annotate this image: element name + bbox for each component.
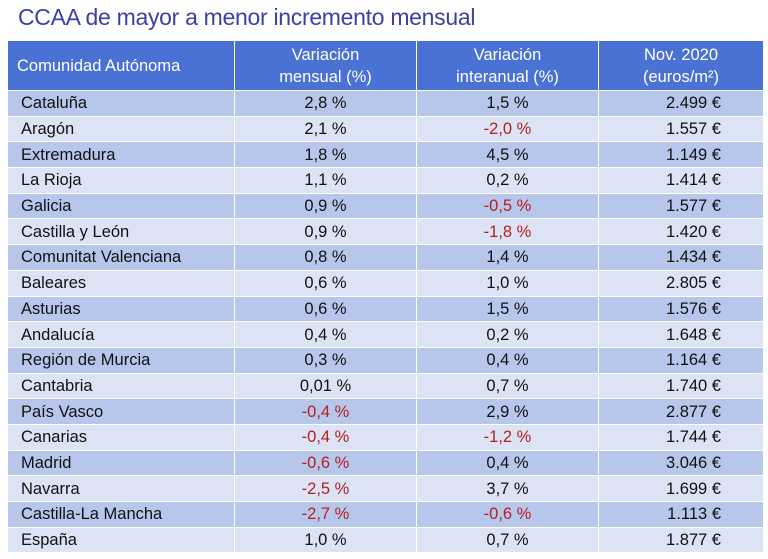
monthly-variation-cell: 0,4 % — [234, 321, 417, 348]
price-cell: 1.648 € — [598, 321, 764, 348]
table-row: Canarias -0,4 % -1,2 % 1.744 € — [7, 423, 764, 451]
annual-variation-cell: -0,5 % — [416, 192, 599, 220]
price-cell: 3.046 € — [598, 449, 764, 477]
region-cell: Comunitat Valenciana — [7, 244, 235, 271]
region-cell: Cataluña — [7, 90, 235, 117]
price-cell: 1.113 € — [598, 501, 764, 528]
annual-variation-cell: 0,2 % — [416, 167, 599, 194]
column-header-price: Nov. 2020 (euros/m²) — [598, 40, 764, 91]
column-header-annual: Variación interanual (%) — [416, 40, 599, 91]
table-row: La Rioja 1,1 % 0,2 % 1.414 € — [7, 167, 764, 194]
column-header-monthly: Variación mensual (%) — [234, 40, 417, 91]
monthly-variation-cell: 1,8 % — [234, 141, 417, 169]
monthly-variation-cell: 2,1 % — [234, 115, 417, 143]
region-cell: Aragón — [7, 115, 235, 143]
table-row: Galicia 0,9 % -0,5 % 1.577 € — [7, 192, 764, 220]
monthly-variation-cell: -0,4 % — [234, 398, 417, 425]
region-cell: Baleares — [7, 269, 235, 297]
annual-variation-cell: 0,4 % — [416, 449, 599, 477]
table-row: Madrid -0,6 % 0,4 % 3.046 € — [7, 449, 764, 477]
table-row: Región de Murcia 0,3 % 0,4 % 1.164 € — [7, 346, 764, 374]
region-cell: Castilla-La Mancha — [7, 501, 235, 528]
monthly-variation-cell: -0,6 % — [234, 449, 417, 477]
region-cell: Extremadura — [7, 141, 235, 169]
page-title: CCAA de mayor a menor incremento mensual — [18, 4, 476, 30]
region-cell: España — [7, 526, 235, 554]
monthly-variation-cell: 1,0 % — [234, 526, 417, 554]
price-cell: 1.164 € — [598, 346, 764, 374]
table-body: Cataluña 2,8 % 1,5 % 2.499 € Aragón 2,1 % -2,0… — [7, 90, 764, 554]
annual-variation-cell: -1,8 % — [416, 218, 599, 246]
annual-variation-cell: 1,5 % — [416, 295, 599, 323]
monthly-variation-cell: 0,01 % — [234, 372, 417, 400]
monthly-variation-cell: 0,9 % — [234, 218, 417, 246]
price-cell: 1.420 € — [598, 218, 764, 246]
table-row: Castilla-La Mancha -2,7 % -0,6 % 1.113 € — [7, 501, 764, 528]
price-cell: 1.744 € — [598, 423, 764, 451]
monthly-variation-cell: 0,8 % — [234, 244, 417, 271]
table-row: Baleares 0,6 % 1,0 % 2.805 € — [7, 269, 764, 297]
table-row: Aragón 2,1 % -2,0 % 1.557 € — [7, 115, 764, 143]
table-row: Cataluña 2,8 % 1,5 % 2.499 € — [7, 90, 764, 117]
data-table: Comunidad Autónoma Variación mensual (%) … — [7, 40, 764, 554]
annual-variation-cell: 1,5 % — [416, 90, 599, 117]
annual-variation-cell: -0,6 % — [416, 501, 599, 528]
column-header-region: Comunidad Autónoma — [7, 40, 235, 91]
annual-variation-cell: 3,7 % — [416, 475, 599, 502]
monthly-variation-cell: -2,5 % — [234, 475, 417, 502]
monthly-variation-cell: 1,1 % — [234, 167, 417, 194]
monthly-variation-cell: 0,6 % — [234, 295, 417, 323]
price-cell: 1.434 € — [598, 244, 764, 271]
monthly-variation-cell: 0,6 % — [234, 269, 417, 297]
region-cell: Castilla y León — [7, 218, 235, 246]
monthly-variation-cell: 0,9 % — [234, 192, 417, 220]
annual-variation-cell: 2,9 % — [416, 398, 599, 425]
table-row: Castilla y León 0,9 % -1,8 % 1.420 € — [7, 218, 764, 246]
table-row: Cantabria 0,01 % 0,7 % 1.740 € — [7, 372, 764, 400]
table-row: España 1,0 % 0,7 % 1.877 € — [7, 526, 764, 554]
price-cell: 2.805 € — [598, 269, 764, 297]
region-cell: Región de Murcia — [7, 346, 235, 374]
annual-variation-cell: 1,4 % — [416, 244, 599, 271]
region-cell: La Rioja — [7, 167, 235, 194]
region-cell: Canarias — [7, 423, 235, 451]
table-row: Extremadura 1,8 % 4,5 % 1.149 € — [7, 141, 764, 169]
annual-variation-cell: 0,2 % — [416, 321, 599, 348]
annual-variation-cell: 0,7 % — [416, 372, 599, 400]
price-cell: 1.149 € — [598, 141, 764, 169]
monthly-variation-cell: 0,3 % — [234, 346, 417, 374]
table-row: Comunitat Valenciana 0,8 % 1,4 % 1.434 € — [7, 244, 764, 271]
annual-variation-cell: -2,0 % — [416, 115, 599, 143]
region-cell: Madrid — [7, 449, 235, 477]
table-row: País Vasco -0,4 % 2,9 % 2.877 € — [7, 398, 764, 425]
region-cell: Navarra — [7, 475, 235, 502]
table-row: Andalucía 0,4 % 0,2 % 1.648 € — [7, 321, 764, 348]
price-cell: 2.499 € — [598, 90, 764, 117]
annual-variation-cell: 1,0 % — [416, 269, 599, 297]
table-row: Asturias 0,6 % 1,5 % 1.576 € — [7, 295, 764, 323]
table-header-row: Comunidad Autónoma Variación mensual (%) … — [7, 40, 764, 91]
price-cell: 1.577 € — [598, 192, 764, 220]
region-cell: País Vasco — [7, 398, 235, 425]
price-cell: 2.877 € — [598, 398, 764, 425]
monthly-variation-cell: -0,4 % — [234, 423, 417, 451]
monthly-variation-cell: -2,7 % — [234, 501, 417, 528]
annual-variation-cell: 0,4 % — [416, 346, 599, 374]
annual-variation-cell: -1,2 % — [416, 423, 599, 451]
annual-variation-cell: 0,7 % — [416, 526, 599, 554]
region-cell: Asturias — [7, 295, 235, 323]
price-cell: 1.877 € — [598, 526, 764, 554]
price-cell: 1.576 € — [598, 295, 764, 323]
region-cell: Galicia — [7, 192, 235, 220]
price-cell: 1.557 € — [598, 115, 764, 143]
region-cell: Cantabria — [7, 372, 235, 400]
price-cell: 1.740 € — [598, 372, 764, 400]
region-cell: Andalucía — [7, 321, 235, 348]
monthly-variation-cell: 2,8 % — [234, 90, 417, 117]
price-cell: 1.699 € — [598, 475, 764, 502]
price-cell: 1.414 € — [598, 167, 764, 194]
annual-variation-cell: 4,5 % — [416, 141, 599, 169]
table-row: Navarra -2,5 % 3,7 % 1.699 € — [7, 475, 764, 502]
